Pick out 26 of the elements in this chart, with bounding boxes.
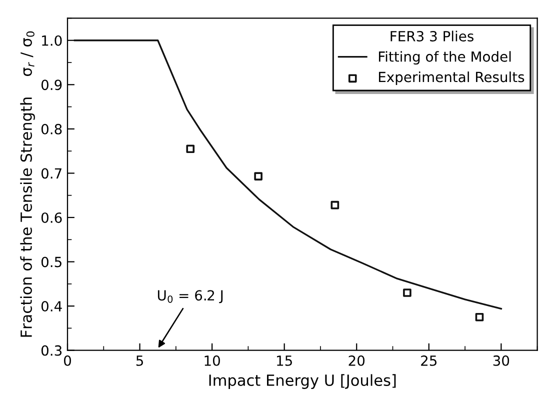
- x-tick-label: 5: [136, 356, 143, 366]
- y-tick-label: 0.4: [41, 301, 62, 312]
- x-tick-label: 15: [277, 356, 292, 366]
- y-tick-label: 0.9: [41, 80, 62, 90]
- point: [254, 172, 262, 180]
- annotation: U$_{0}$ = 6.2 J: [158, 290, 223, 304]
- x-tick-label: 25: [421, 355, 437, 366]
- legend-title: FER3 3 Plies: [390, 30, 474, 42]
- x-tick-label: 30: [493, 355, 510, 366]
- x-axis-title: Impact Energy U [Joules]: [209, 374, 396, 389]
- y-tick-label: 0.8: [41, 124, 62, 134]
- point: [475, 312, 484, 322]
- legend-label: Fitting of the Model: [378, 51, 511, 65]
- point: [403, 288, 412, 297]
- x-tick-label: 10: [204, 355, 220, 366]
- point: [186, 144, 195, 154]
- y-tick-label: 0.6: [41, 212, 62, 223]
- y-tick-label: 0.7: [41, 168, 62, 179]
- y-tick-label: 1.0: [42, 35, 62, 46]
- x-tick-label: 0: [64, 355, 71, 366]
- y-tick-label: 0.5: [41, 256, 62, 268]
- y-tick-label: 0.3: [41, 345, 62, 356]
- legend-label: Experimental Results: [378, 72, 524, 85]
- point: [330, 200, 340, 210]
- x-tick-label: 20: [348, 355, 365, 366]
- y-axis-title: Fraction of the Tensile Strength σ$_{r}$ / σ$_{0}$: [20, 31, 35, 337]
